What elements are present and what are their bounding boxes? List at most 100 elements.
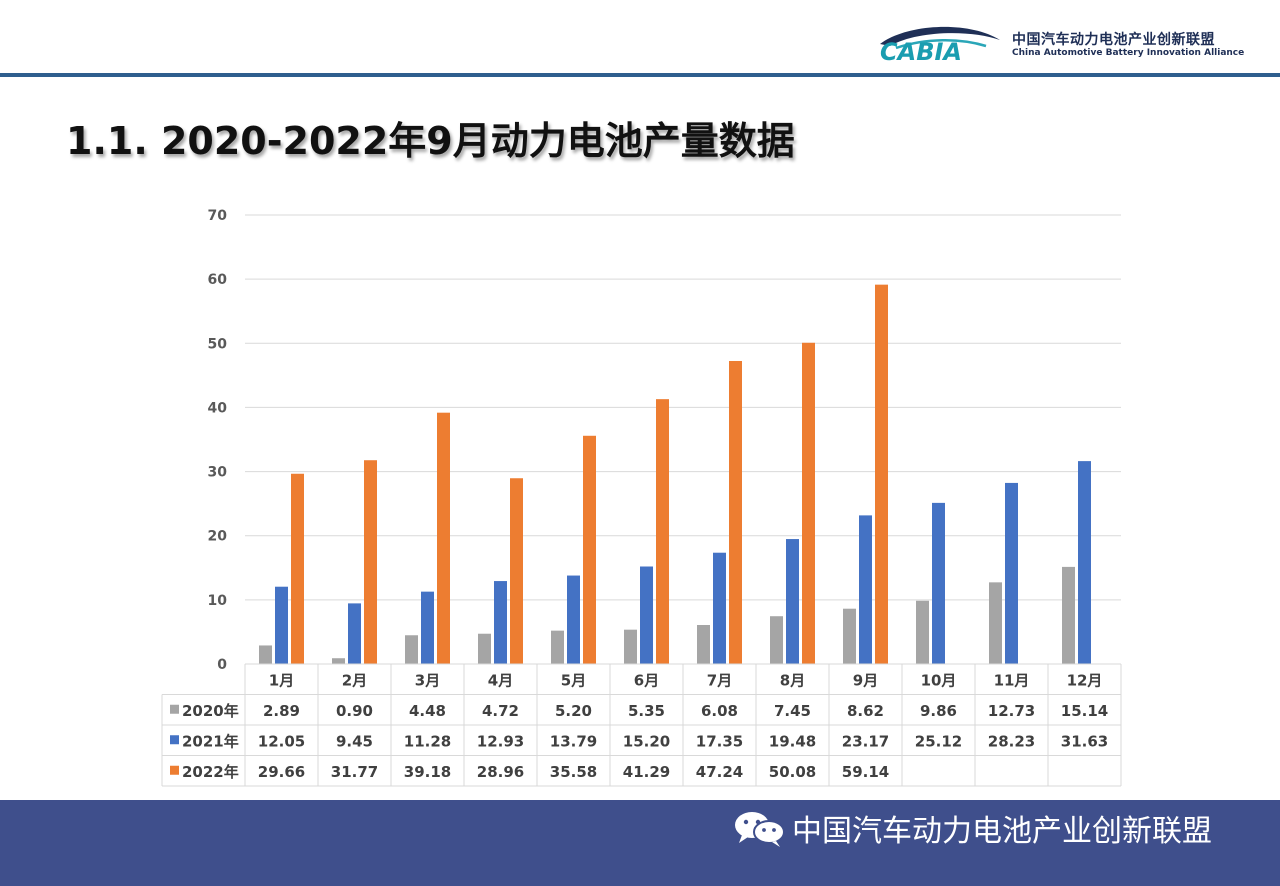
series-label: 2022年 xyxy=(182,763,239,781)
bar-2020年-5月 xyxy=(551,630,564,664)
bar-2022年-1月 xyxy=(291,473,304,664)
data-label: 39.18 xyxy=(404,763,451,781)
bar-2021年-6月 xyxy=(640,566,653,664)
y-tick-label: 0 xyxy=(217,657,227,673)
bar-2022年-9月 xyxy=(875,284,888,664)
y-tick-label: 10 xyxy=(208,593,228,609)
y-tick-label: 50 xyxy=(208,336,228,352)
bar-2020年-3月 xyxy=(405,635,418,664)
data-label: 12.05 xyxy=(258,732,305,750)
data-label: 2.89 xyxy=(263,702,300,720)
category-label: 1月 xyxy=(269,671,294,689)
bar-2020年-6月 xyxy=(624,629,637,664)
bar-2021年-5月 xyxy=(567,575,580,664)
production-bar-chart: 0 10 20 30 40 50 60 70 1月 2月 3月 4月 5月 6月 7月 8月 9月 10月 11月 1… xyxy=(161,208,1122,787)
bar-2022年-4月 xyxy=(510,478,523,664)
header-divider xyxy=(0,73,1280,77)
data-label: 7.45 xyxy=(774,702,811,720)
bar-2022年-6月 xyxy=(656,399,669,664)
data-label: 31.63 xyxy=(1061,732,1108,750)
data-label: 15.20 xyxy=(623,732,670,750)
series-label: 2021年 xyxy=(182,732,239,750)
bar-2020年-8月 xyxy=(770,616,783,664)
bar-2020年-10月 xyxy=(916,600,929,664)
bar-2020年-2月 xyxy=(332,658,345,664)
bar-2021年-10月 xyxy=(932,502,945,664)
data-label: 31.77 xyxy=(331,763,378,781)
category-label: 6月 xyxy=(634,671,659,689)
data-label: 5.20 xyxy=(555,702,592,720)
org-name-cn: 中国汽车动力电池产业创新联盟 xyxy=(1012,32,1215,48)
data-label: 4.48 xyxy=(409,702,446,720)
data-label: 12.93 xyxy=(477,732,524,750)
data-label: 11.28 xyxy=(404,732,451,750)
bar-2021年-7月 xyxy=(713,552,726,664)
category-label: 11月 xyxy=(994,671,1030,689)
data-label: 25.12 xyxy=(915,732,962,750)
data-label: 23.17 xyxy=(842,732,889,750)
data-label: 47.24 xyxy=(696,763,743,781)
bar-2021年-11月 xyxy=(1005,482,1018,664)
cabia-logo: CABIA 中国汽车动力电池产业创新联盟 China Automotive Ba… xyxy=(876,20,1276,68)
bar-2020年-4月 xyxy=(478,633,491,664)
data-label: 17.35 xyxy=(696,732,743,750)
data-label: 8.62 xyxy=(847,702,884,720)
data-label: 5.35 xyxy=(628,702,665,720)
page-title: 1.1. 2020-2022年9月动力电池产量数据 xyxy=(66,119,795,163)
category-label: 9月 xyxy=(853,671,878,689)
data-label: 50.08 xyxy=(769,763,816,781)
bar-2021年-3月 xyxy=(421,591,434,664)
bar-2021年-4月 xyxy=(494,581,507,664)
data-label: 15.14 xyxy=(1061,702,1108,720)
bar-2022年-8月 xyxy=(802,342,815,664)
category-label: 7月 xyxy=(707,671,732,689)
data-label: 28.23 xyxy=(988,732,1035,750)
bar-2020年-7月 xyxy=(697,625,710,664)
data-label: 28.96 xyxy=(477,763,524,781)
data-label: 35.58 xyxy=(550,763,597,781)
bar-2020年-11月 xyxy=(989,582,1002,664)
data-label: 12.73 xyxy=(988,702,1035,720)
bar-2021年-8月 xyxy=(786,539,799,664)
data-label: 0.90 xyxy=(336,702,373,720)
data-label: 59.14 xyxy=(842,763,889,781)
bar-2022年-3月 xyxy=(437,412,450,664)
bar-2021年-12月 xyxy=(1078,461,1091,664)
bar-2021年-9月 xyxy=(859,515,872,664)
bar-2022年-7月 xyxy=(729,360,742,664)
legend-key-2021年 xyxy=(170,735,179,745)
data-label: 29.66 xyxy=(258,763,305,781)
wechat-icon xyxy=(735,812,785,847)
bar-2020年-9月 xyxy=(843,608,856,664)
logo-text: CABIA xyxy=(880,38,962,64)
category-label: 10月 xyxy=(921,671,957,689)
series-label: 2020年 xyxy=(182,702,239,720)
bar-2020年-1月 xyxy=(259,645,272,664)
bar-2021年-2月 xyxy=(348,603,361,664)
category-label: 5月 xyxy=(561,671,586,689)
y-tick-label: 70 xyxy=(208,208,228,224)
y-tick-label: 60 xyxy=(208,272,228,288)
y-tick-label: 20 xyxy=(208,529,228,545)
y-tick-label: 40 xyxy=(208,400,228,416)
org-name-en: China Automotive Battery Innovation Alli… xyxy=(1012,48,1245,58)
data-label: 9.86 xyxy=(920,702,957,720)
bar-2022年-2月 xyxy=(364,460,377,664)
category-label: 4月 xyxy=(488,671,513,689)
data-label: 19.48 xyxy=(769,732,816,750)
bar-2021年-1月 xyxy=(275,586,288,664)
category-label: 8月 xyxy=(780,671,805,689)
data-label: 4.72 xyxy=(482,702,519,720)
footer-bar xyxy=(0,800,1280,886)
category-label: 2月 xyxy=(342,671,367,689)
cabia-logo-mark: CABIA xyxy=(880,26,1000,64)
footer-brand: 中国汽车动力电池产业创新联盟 xyxy=(732,808,1212,849)
bar-2022年-5月 xyxy=(583,435,596,664)
data-label: 41.29 xyxy=(623,763,670,781)
legend-key-2020年 xyxy=(170,704,179,714)
bar-2020年-12月 xyxy=(1062,566,1075,664)
category-label: 3月 xyxy=(415,671,440,689)
category-label: 12月 xyxy=(1067,671,1103,689)
data-label: 13.79 xyxy=(550,732,597,750)
y-tick-label: 30 xyxy=(208,465,228,481)
